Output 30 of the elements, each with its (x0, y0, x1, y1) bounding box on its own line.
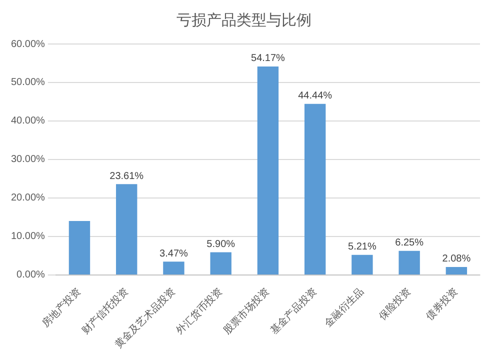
chart-title: 亏损产品类型与比例 (176, 10, 312, 29)
x-tick-label: 基金产品投资 (268, 286, 320, 337)
y-tick-label: 10.00% (10, 231, 46, 242)
bar (398, 250, 420, 274)
bar (116, 184, 138, 274)
bar (257, 66, 279, 274)
x-tick-label: 房地产投资 (40, 286, 84, 330)
data-label: 2.08% (442, 254, 471, 265)
data-label: 23.61% (110, 170, 144, 182)
data-label: 6.25% (395, 238, 424, 249)
x-tick-label: 债券投资 (424, 286, 460, 322)
bar (446, 266, 468, 274)
data-label: 5.21% (348, 242, 376, 253)
bar (304, 104, 326, 274)
data-label: 5.90% (206, 238, 236, 250)
bar (352, 254, 373, 274)
x-tick-label: 保险投资 (376, 286, 414, 322)
data-label: 44.44% (298, 90, 332, 102)
bar (68, 221, 90, 274)
data-label: 54.17% (250, 53, 286, 64)
bar (163, 262, 184, 274)
y-tick-label: 40.00% (10, 116, 46, 127)
y-tick-label: 30.00% (10, 154, 46, 166)
bar (210, 252, 232, 274)
data-label: 3.47% (160, 248, 188, 260)
x-tick-label: 金融衍生品 (322, 286, 366, 330)
y-tick-label: 60.00% (10, 38, 46, 50)
y-tick-label: 50.00% (10, 77, 46, 88)
y-tick-label: 20.00% (10, 192, 46, 204)
y-tick-label: 0.00% (16, 270, 46, 281)
